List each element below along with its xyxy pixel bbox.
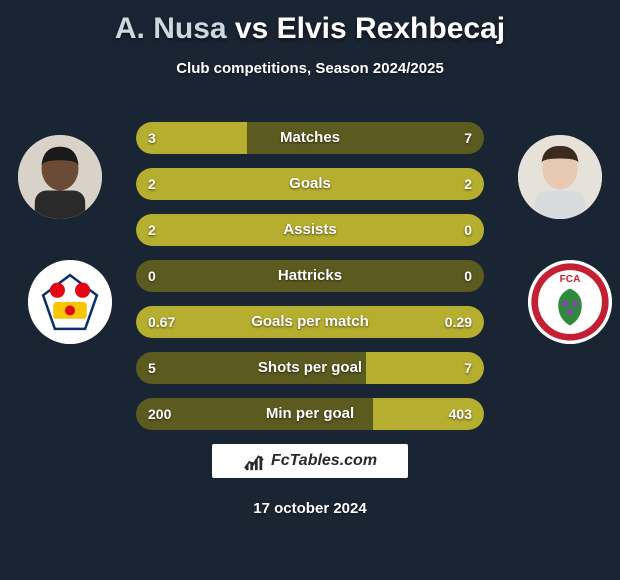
person-silhouette-icon <box>18 135 102 219</box>
player1-avatar <box>18 135 102 219</box>
stat-label: Goals per match <box>136 306 484 338</box>
svg-text:FCA: FCA <box>560 274 581 285</box>
stat-label: Goals <box>136 168 484 200</box>
branding-badge: FcTables.com <box>212 444 408 478</box>
stat-row: 57Shots per goal <box>136 352 484 384</box>
player2-avatar <box>518 135 602 219</box>
subtitle: Club competitions, Season 2024/2025 <box>0 60 620 77</box>
stat-row: 00Hattricks <box>136 260 484 292</box>
stat-label: Shots per goal <box>136 352 484 384</box>
stat-row: 37Matches <box>136 122 484 154</box>
branding-text: FcTables.com <box>271 452 377 470</box>
stat-row: 0.670.29Goals per match <box>136 306 484 338</box>
stat-label: Min per goal <box>136 398 484 430</box>
chart-growth-icon <box>243 450 265 472</box>
stat-row: 20Assists <box>136 214 484 246</box>
player1-name: A. Nusa <box>115 12 227 45</box>
stat-label: Assists <box>136 214 484 246</box>
stat-label: Matches <box>136 122 484 154</box>
club1-logo <box>28 260 112 344</box>
comparison-title: A. Nusa vs Elvis Rexhbecaj <box>0 0 620 46</box>
stat-label: Hattricks <box>136 260 484 292</box>
stats-bars: 37Matches 22Goals 20Assists 00Hattricks 0.67… <box>136 122 484 444</box>
club1-logo-icon <box>28 260 112 344</box>
player2-name: Elvis Rexhbecaj <box>277 12 505 45</box>
stat-row: 200403Min per goal <box>136 398 484 430</box>
vs-text: vs <box>235 12 268 45</box>
stat-row: 22Goals <box>136 168 484 200</box>
club2-logo-icon: FCA <box>528 260 612 344</box>
date-text: 17 october 2024 <box>0 500 620 517</box>
club2-logo: FCA <box>528 260 612 344</box>
person-silhouette-icon <box>518 135 602 219</box>
